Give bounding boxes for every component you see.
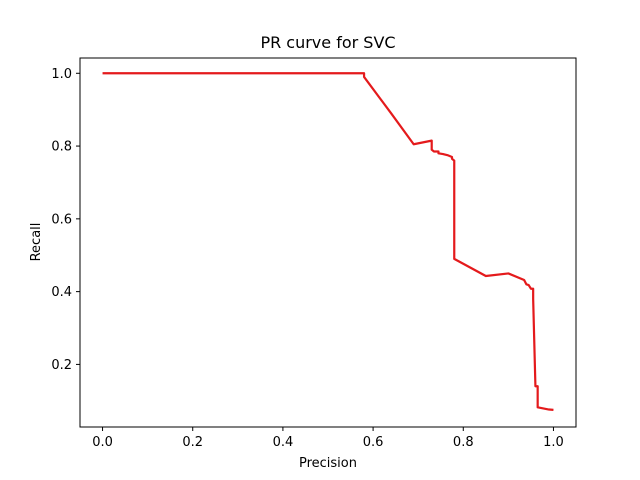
x-tick-label: 0.4	[273, 435, 294, 450]
y-axis: 0.2 0.4 0.6 0.8 1.0	[51, 67, 80, 373]
y-axis-label: Recall	[29, 223, 44, 262]
chart-title: PR curve for SVC	[260, 33, 395, 52]
y-tick-label: 0.6	[51, 212, 72, 227]
x-tick-label: 0.6	[363, 435, 384, 450]
y-tick-label: 1.0	[51, 67, 72, 82]
plot-frame	[79, 57, 577, 428]
y-tick-label: 0.2	[51, 358, 72, 373]
x-tick-label: 1.0	[543, 435, 564, 450]
x-axis-label: Precision	[299, 456, 357, 471]
y-tick-label: 0.8	[51, 140, 72, 155]
series-layer	[102, 72, 554, 411]
x-tick-label: 0.0	[92, 435, 113, 450]
pr-curve-line	[102, 72, 554, 411]
x-axis: 0.0 0.2 0.4 0.6 0.8 1.0	[92, 427, 564, 450]
x-tick-label: 0.2	[182, 435, 203, 450]
x-tick-label: 0.8	[453, 435, 474, 450]
y-tick-label: 0.4	[51, 285, 72, 300]
